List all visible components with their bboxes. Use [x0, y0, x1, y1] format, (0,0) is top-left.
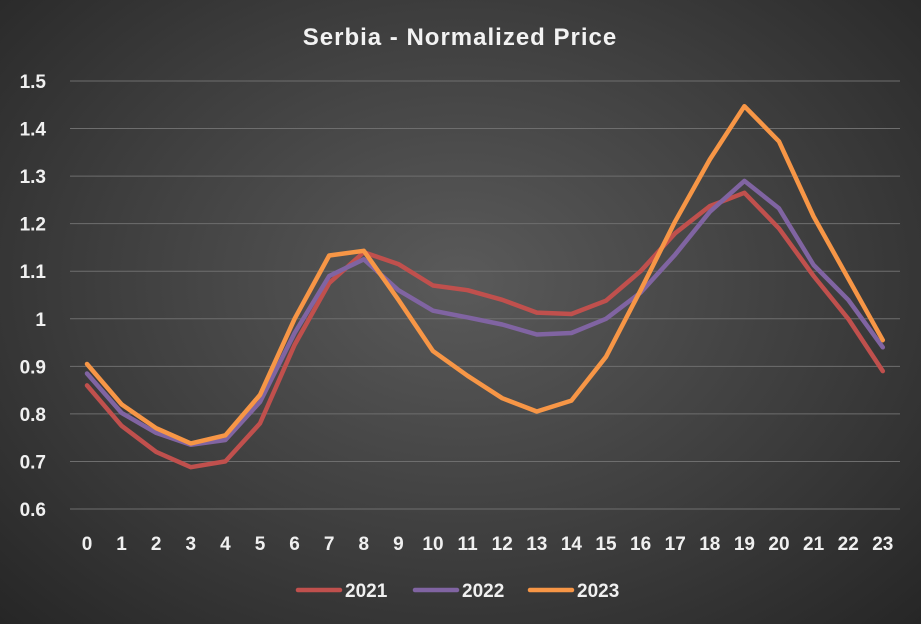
x-tick-label: 17 — [665, 534, 686, 555]
y-tick-label: 1.4 — [20, 120, 47, 141]
x-tick-label: 14 — [561, 534, 583, 555]
x-tick-label: 20 — [768, 534, 789, 555]
y-tick-label: 0.8 — [20, 405, 46, 426]
x-tick-label: 18 — [699, 534, 720, 555]
legend-label-2021: 2021 — [345, 581, 388, 602]
x-tick-label: 3 — [186, 534, 197, 555]
legend-label-2023: 2023 — [577, 581, 619, 602]
legend: 2021 2022 2023 — [295, 581, 619, 602]
x-tick-label: 4 — [220, 534, 231, 555]
series-line-2021 — [84, 190, 886, 470]
x-tick-label: 23 — [872, 534, 893, 555]
x-axis: 0 1 2 3 4 5 6 7 8 9 10 11 12 13 14 15 16 17 18 19 20 21 22 23 — [82, 534, 894, 555]
x-tick-label: 15 — [595, 534, 617, 555]
series-line-2022 — [84, 178, 886, 448]
x-tick-label: 11 — [458, 534, 479, 555]
x-tick-label: 9 — [393, 534, 404, 555]
x-tick-label: 0 — [82, 534, 93, 555]
y-tick-label: 1.1 — [20, 262, 47, 283]
x-tick-label: 22 — [838, 534, 859, 555]
x-tick-label: 21 — [803, 534, 825, 555]
y-tick-label: 1 — [35, 310, 46, 331]
x-tick-label: 6 — [289, 534, 300, 555]
chart-title: Serbia - Normalized Price — [303, 24, 617, 51]
x-tick-label: 16 — [630, 534, 651, 555]
y-tick-label: 1.2 — [20, 215, 46, 236]
x-tick-label: 8 — [359, 534, 370, 555]
x-tick-label: 7 — [324, 534, 335, 555]
y-tick-label: 1.3 — [20, 167, 46, 188]
series-line-2023 — [84, 103, 886, 446]
x-tick-label: 13 — [526, 534, 547, 555]
y-tick-label: 0.7 — [20, 452, 46, 473]
y-tick-label: 1.5 — [20, 72, 47, 93]
x-tick-label: 10 — [422, 534, 443, 555]
x-tick-label: 1 — [116, 534, 127, 555]
legend-label-2022: 2022 — [462, 581, 504, 602]
y-tick-label: 0.6 — [20, 500, 46, 521]
x-tick-label: 5 — [255, 534, 266, 555]
x-tick-label: 19 — [734, 534, 755, 555]
y-tick-label: 0.9 — [20, 357, 46, 378]
x-tick-label: 12 — [492, 534, 513, 555]
x-tick-label: 2 — [151, 534, 162, 555]
y-axis: 0.6 0.7 0.8 0.9 1 1.1 1.2 1.3 1.4 1.5 — [20, 72, 47, 521]
series-lines — [84, 103, 886, 470]
